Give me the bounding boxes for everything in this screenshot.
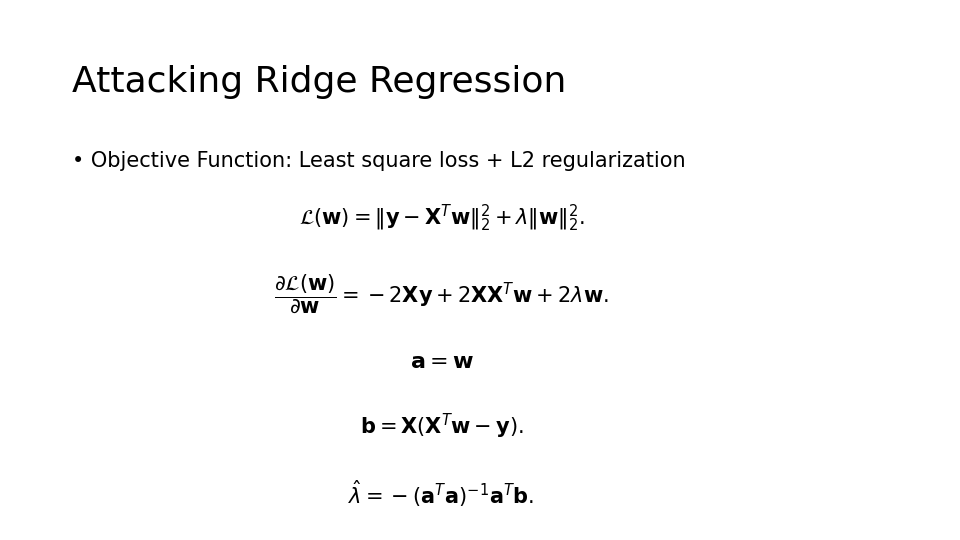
Text: $\mathcal{L}(\mathbf{w}) = \|\mathbf{y} - \mathbf{X}^T\mathbf{w}\|_2^2 + \lambda: $\mathcal{L}(\mathbf{w}) = \|\mathbf{y} … [299, 203, 585, 234]
Text: Attacking Ridge Regression: Attacking Ridge Regression [72, 65, 566, 99]
Text: $\mathbf{b} = \mathbf{X}(\mathbf{X}^T\mathbf{w} - \mathbf{y}).$: $\mathbf{b} = \mathbf{X}(\mathbf{X}^T\ma… [360, 412, 523, 441]
Text: $\hat{\lambda} = -(\mathbf{a}^T\mathbf{a})^{-1}\mathbf{a}^T\mathbf{b}.$: $\hat{\lambda} = -(\mathbf{a}^T\mathbf{a… [348, 479, 535, 509]
Text: $\dfrac{\partial \mathcal{L}(\mathbf{w})}{\partial \mathbf{w}} = -2\mathbf{X}\ma: $\dfrac{\partial \mathcal{L}(\mathbf{w})… [275, 272, 609, 315]
Text: $\mathbf{a} = \mathbf{w}$: $\mathbf{a} = \mathbf{w}$ [410, 352, 473, 372]
Text: • Objective Function: Least square loss + L2 regularization: • Objective Function: Least square loss … [72, 151, 685, 171]
